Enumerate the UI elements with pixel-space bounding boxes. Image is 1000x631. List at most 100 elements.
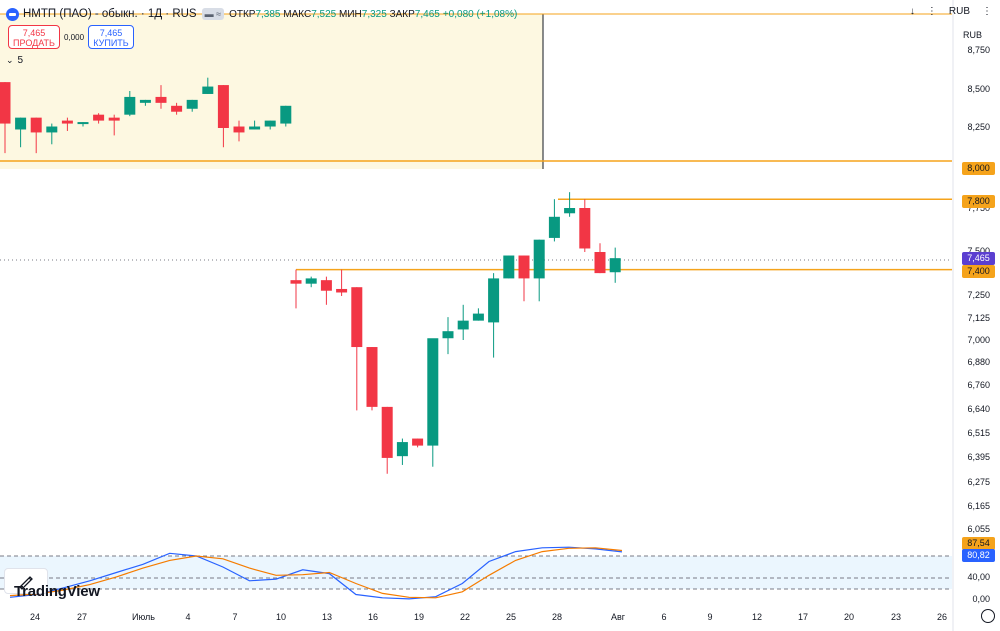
price-tick-label: 6,165: [967, 501, 990, 511]
inset-candle-body: [202, 86, 214, 94]
change-value: +0,080 (+1,08%): [442, 8, 518, 20]
time-tick-label: 25: [505, 612, 516, 622]
drawing-tool-button[interactable]: [4, 568, 48, 594]
menu-icon[interactable]: ⋮: [982, 6, 992, 17]
candle-body: [336, 288, 348, 293]
price-tick-label: 6,515: [967, 428, 990, 438]
candle-body: [488, 278, 500, 323]
candle-body: [472, 313, 484, 321]
candle-body: [290, 280, 302, 284]
top-right-controls: ↓ ⋮ RUB ⋮: [910, 6, 992, 17]
price-tick-label: 6,055: [967, 524, 990, 534]
buy-price: 7,465: [99, 28, 123, 38]
stoch-tick-label: 0,00: [972, 594, 990, 604]
stoch-k-tag: 87,54: [962, 537, 995, 550]
price-tick-label: 7,250: [967, 290, 990, 300]
inset-candle-body: [186, 99, 198, 109]
sell-label: ПРОДАТЬ: [13, 38, 55, 48]
candle-body: [412, 438, 424, 446]
price-tick-label: 6,760: [967, 380, 990, 390]
candle-body: [396, 442, 408, 457]
inset-candle-body: [46, 126, 58, 133]
stoch-d-tag: 80,82: [962, 549, 995, 562]
time-tick-label: 28: [551, 612, 562, 622]
currency-selector[interactable]: RUB: [948, 6, 970, 17]
time-tick-label: 19: [413, 612, 424, 622]
candle-body: [503, 255, 515, 279]
candle-body: [594, 252, 606, 274]
time-tick-label: 17: [797, 612, 808, 622]
gear-icon[interactable]: [981, 609, 995, 623]
candle-body: [609, 258, 621, 273]
stoch-k-line: [9, 546, 623, 600]
chevron-icon[interactable]: ⋮: [926, 6, 937, 17]
time-tick-label: 9: [707, 612, 713, 622]
candle-body: [457, 320, 469, 330]
inset-candle-body: [155, 96, 167, 103]
time-tick-label: 26: [936, 612, 947, 622]
symbol-title[interactable]: НМТП (ПАО) - обыкн. · 1Д · RUS: [23, 8, 197, 20]
time-tick-label: 10: [275, 612, 286, 622]
chart-type-badge[interactable]: ▬ ≈: [201, 8, 225, 20]
inset-candle-body: [124, 96, 136, 115]
time-tick-label: 16: [367, 612, 378, 622]
price-tick-label: 8,500: [967, 84, 990, 94]
price-tick-label: 7,750: [967, 203, 990, 213]
level-tag-7400: 7,400: [962, 265, 995, 278]
indicators-count: 5: [17, 55, 24, 66]
candle-body: [518, 255, 530, 279]
inset-candle-body: [77, 122, 89, 125]
symbol-header[interactable]: НМТП (ПАО) - обыкн. · 1Д · RUS ▬ ≈ ОТКР7…: [0, 4, 517, 24]
inset-candle-body: [233, 126, 245, 133]
open-value: 7,385: [255, 8, 281, 20]
axis-currency[interactable]: RUB: [962, 30, 982, 40]
price-tick-label: 7,000: [967, 335, 990, 345]
time-tick-label: Авг: [610, 612, 626, 622]
candle-body: [427, 338, 439, 446]
time-tick-label: 7: [232, 612, 238, 622]
inset-candle-body: [280, 105, 292, 124]
close-value: 7,465: [414, 8, 440, 20]
chevron-down-icon: ⌄: [6, 55, 14, 65]
price-tick-label: 7,125: [967, 313, 990, 323]
candle-body: [442, 331, 454, 339]
buy-button[interactable]: 7,465 КУПИТЬ: [88, 25, 134, 49]
close-label: ЗАКР: [389, 8, 415, 20]
time-tick-label: Июль: [132, 612, 155, 622]
low-value: 7,325: [361, 8, 387, 20]
arrow-down-icon[interactable]: ↓: [909, 6, 915, 17]
time-tick-label: 20: [843, 612, 854, 622]
time-tick-label: 13: [321, 612, 332, 622]
sell-price: 7,465: [22, 28, 46, 38]
price-tick-label: 8,750: [967, 45, 990, 55]
price-tick-label: 6,880: [967, 357, 990, 367]
inset-candle-body: [264, 120, 276, 127]
time-tick-label: 24: [29, 612, 40, 622]
watermark: TradingView: [14, 583, 100, 600]
price-tick-label: 6,395: [967, 452, 990, 462]
ohlc-readout: ОТКР7,385 МАКС7,525 МИН7,325 ЗАКР7,465: [229, 9, 440, 20]
pencil-icon: [19, 576, 33, 590]
indicators-toggle[interactable]: ⌄ 5: [6, 55, 23, 66]
open-label: ОТКР: [229, 8, 256, 20]
high-value: 7,525: [311, 8, 337, 20]
candle-body: [366, 347, 378, 407]
high-label: МАКС: [283, 8, 312, 20]
time-tick-label: 22: [459, 612, 470, 622]
candle-body: [564, 208, 576, 214]
time-tick-label: 4: [185, 612, 191, 622]
inset-candle-body: [217, 85, 229, 128]
stoch-tick-label: 40,00: [967, 572, 990, 582]
candle-body: [548, 216, 560, 238]
price-tick-label: 6,640: [967, 404, 990, 414]
time-tick-label: 12: [751, 612, 762, 622]
inset-candle-body: [30, 117, 42, 133]
spread-value: 0,000: [64, 33, 85, 42]
buy-label: КУПИТЬ: [93, 38, 129, 48]
candle-body: [320, 280, 332, 291]
candle-body: [305, 278, 317, 284]
sell-button[interactable]: 7,465 ПРОДАТЬ: [8, 25, 60, 49]
level-tag-7800: 7,800: [962, 195, 995, 208]
